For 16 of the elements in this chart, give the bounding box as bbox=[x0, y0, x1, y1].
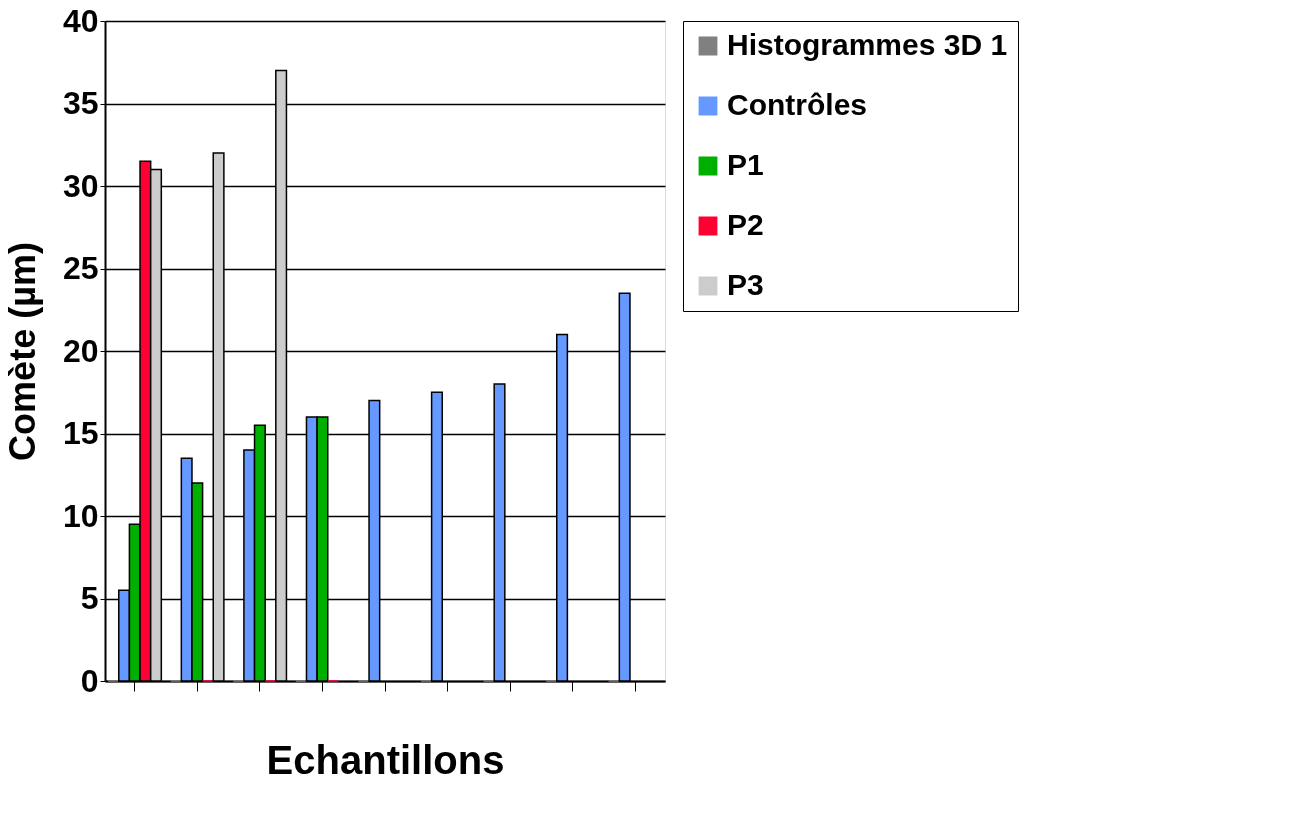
legend-label: Histogrammes 3D 1 bbox=[727, 28, 1008, 61]
legend-label: Contrôles bbox=[727, 88, 868, 121]
y-tick-label: 20 bbox=[62, 332, 99, 369]
y-axis-title: Comète (µm) bbox=[1, 242, 43, 461]
y-tick-label: 10 bbox=[62, 497, 99, 534]
y-tick-label: 35 bbox=[62, 85, 99, 121]
y-tick-label: 0 bbox=[80, 662, 99, 699]
y-tick-label: 25 bbox=[62, 250, 99, 286]
y-tick-label: 5 bbox=[80, 580, 99, 616]
y-tick-label: 15 bbox=[62, 415, 99, 451]
legend-label: P1 bbox=[727, 148, 764, 181]
x-axis-title: Echantillons bbox=[266, 738, 505, 782]
legend-label: P3 bbox=[727, 268, 764, 301]
y-tick-label: 40 bbox=[62, 2, 99, 39]
legend-label: P2 bbox=[727, 208, 764, 241]
y-tick-label: 30 bbox=[62, 167, 99, 204]
